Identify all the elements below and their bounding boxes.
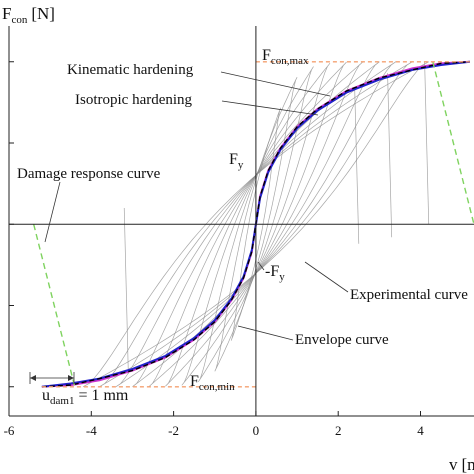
udam-arrow-left — [30, 375, 36, 381]
udam-label: udam1 = 1 mm — [42, 387, 129, 407]
x-axis-label-main: v — [449, 455, 458, 474]
envelope-leader — [237, 325, 294, 341]
hysteresis-loop — [82, 61, 429, 388]
x-axis-label-unit: [m — [462, 455, 474, 474]
kinematic-hardening-label: Kinematic hardening — [67, 62, 194, 78]
y-axis-label-main: F — [2, 4, 11, 23]
annotation-leaders — [29, 71, 349, 384]
damage-leader — [44, 181, 61, 243]
isotropic-leader — [221, 100, 319, 116]
cycle-unload-line — [424, 61, 430, 225]
neg-fy-leader — [257, 261, 265, 271]
hysteresis-loop — [181, 62, 331, 386]
hysteresis-loop — [115, 61, 396, 387]
hysteresis-loop — [165, 61, 347, 387]
x-axis-label: v [m — [449, 455, 474, 474]
series-damage-response-curve-right — [432, 61, 474, 225]
experimental-curve-label: Experimental curve — [350, 287, 468, 303]
envelope-curve-label: Envelope curve — [295, 332, 389, 348]
udam-arrow-right — [68, 375, 74, 381]
x-tick-label: 2 — [335, 423, 342, 438]
udam-arrows — [30, 375, 74, 381]
x-tick-label: -6 — [4, 423, 15, 438]
hysteresis-loop — [198, 66, 314, 383]
cycle-unload-line — [354, 87, 360, 244]
kinematic-leader — [220, 71, 331, 97]
neg-fy-label: -Fy — [265, 263, 285, 283]
x-tick-label: -4 — [86, 423, 97, 438]
hysteresis-loop — [214, 77, 298, 372]
cycle-unload-line — [387, 73, 393, 238]
damage-response-label: Damage response curve — [17, 166, 161, 182]
series-damage-response-curve — [33, 224, 76, 387]
y-axis-label: Fcon [N] — [2, 4, 55, 26]
isotropic-hardening-label: Isotropic hardening — [75, 92, 193, 108]
fy-label: Fy — [229, 151, 244, 171]
y-axis-label-unit: [N] — [31, 4, 55, 23]
experimental-leader — [304, 261, 349, 293]
x-tick-label: -2 — [168, 423, 179, 438]
y-axis-label-sub: con — [11, 14, 27, 26]
fcon-min-label: Fcon,min — [190, 373, 235, 393]
cycle-unload-line — [123, 207, 129, 374]
fcon-max-label: Fcon,max — [262, 47, 309, 67]
axes: -6 -4 -2 0 2 4 — [4, 26, 474, 438]
x-tick-label: 4 — [417, 423, 424, 438]
x-tick-label: 0 — [253, 423, 260, 438]
hysteresis-loop — [132, 61, 380, 387]
